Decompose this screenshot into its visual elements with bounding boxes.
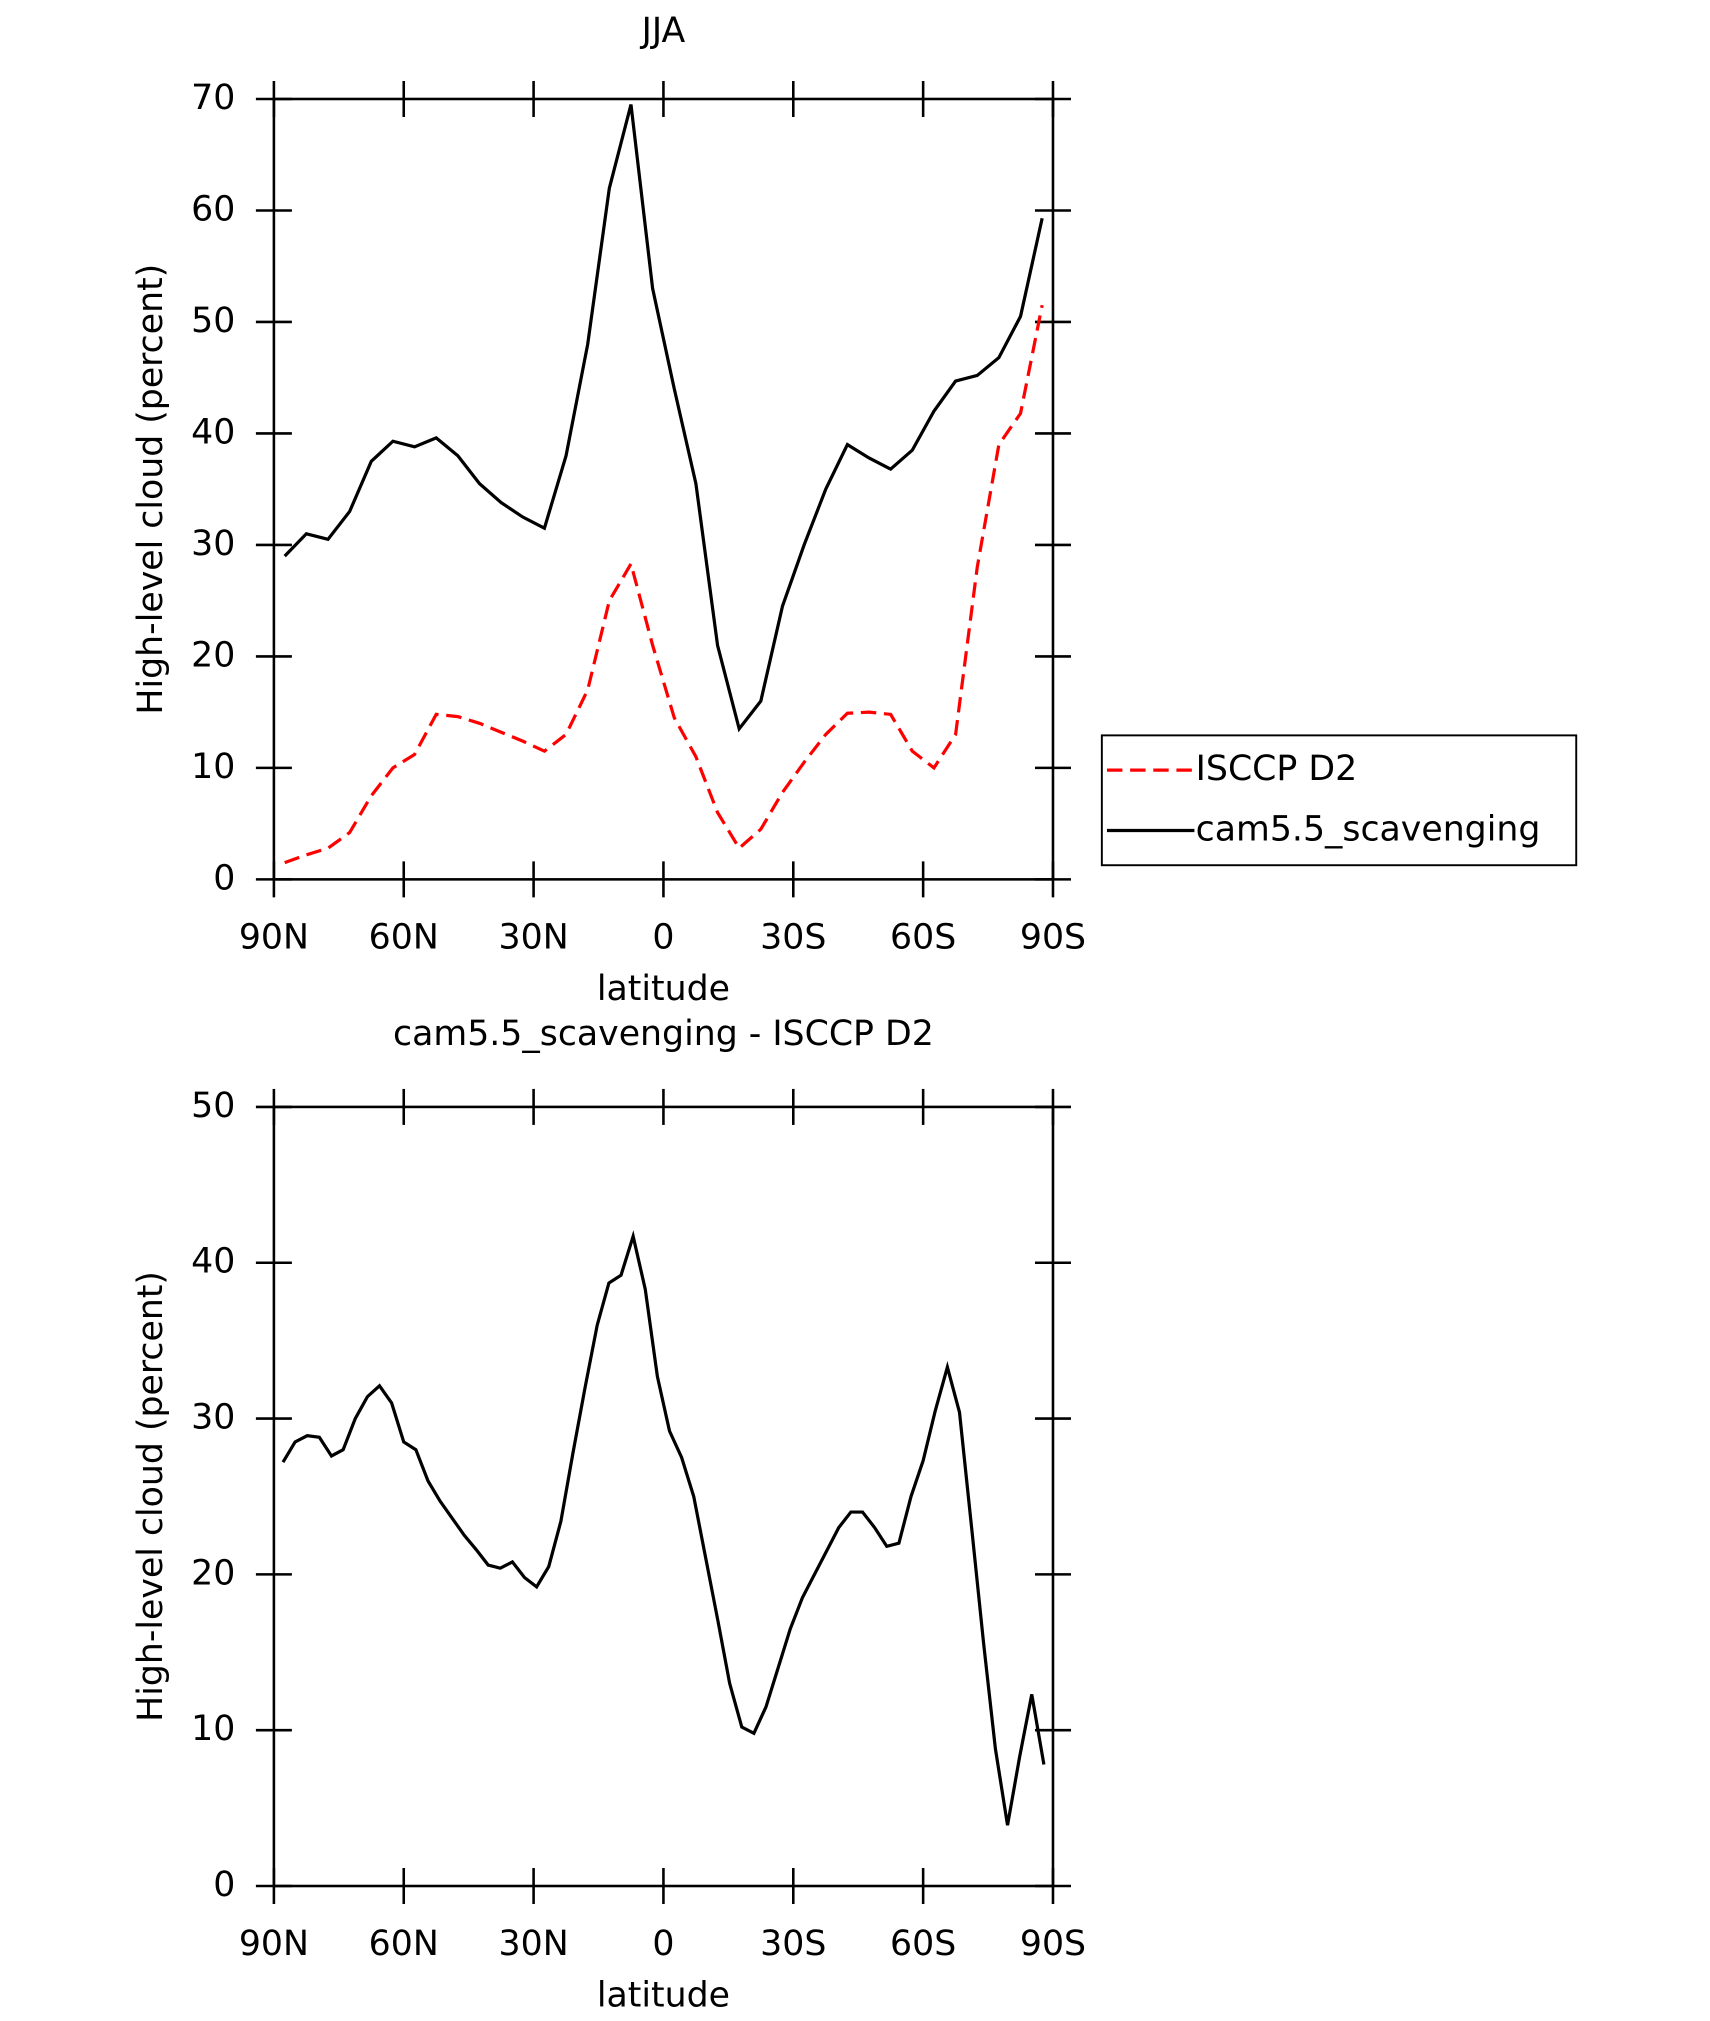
- x-tick-label: 30N: [499, 918, 569, 958]
- y-tick-label: 0: [213, 858, 235, 898]
- legend-label: ISCCP D2: [1196, 749, 1358, 789]
- x-axis-label: latitude: [597, 969, 730, 1009]
- legend-box: [1100, 734, 1578, 867]
- y-tick-label: 20: [191, 635, 235, 675]
- y-tick-label: 10: [191, 747, 235, 787]
- y-tick-label: 30: [191, 524, 235, 564]
- data-line: [283, 104, 1044, 733]
- plot-frame: [272, 1105, 1055, 1888]
- y-tick-label: 60: [191, 189, 235, 229]
- y-tick-label: 20: [191, 1553, 235, 1593]
- y-tick-label: 10: [191, 1709, 235, 1749]
- data-line: [281, 1230, 1046, 1826]
- x-tick-label: 0: [652, 1924, 674, 1964]
- x-tick-label: 90S: [1020, 918, 1086, 958]
- x-tick-label: 30N: [499, 1924, 569, 1964]
- y-tick-label: 70: [191, 78, 235, 118]
- x-tick-label: 60S: [890, 918, 956, 958]
- y-tick-label: 40: [191, 1242, 235, 1282]
- y-tick-label: 40: [191, 412, 235, 452]
- y-tick-label: 30: [191, 1398, 235, 1438]
- y-tick-label: 0: [213, 1865, 235, 1905]
- legend-label: cam5.5_scavenging: [1196, 810, 1541, 850]
- x-tick-label: 0: [652, 918, 674, 958]
- x-tick-label: 90N: [239, 918, 309, 958]
- y-axis-label: High-level cloud (percent): [131, 264, 171, 715]
- x-tick-label: 60N: [369, 1924, 439, 1964]
- x-tick-label: 30S: [760, 918, 826, 958]
- x-tick-label: 30S: [760, 1924, 826, 1964]
- x-tick-label: 90S: [1020, 1924, 1086, 1964]
- chart-title: cam5.5_scavenging - ISCCP D2: [393, 1014, 934, 1054]
- data-line: [284, 304, 1044, 865]
- y-tick-label: 50: [191, 1086, 235, 1126]
- x-axis-label: latitude: [597, 1976, 730, 2016]
- x-tick-label: 60N: [369, 918, 439, 958]
- chart-title: JJA: [640, 11, 686, 51]
- y-axis-label: High-level cloud (percent): [131, 1271, 171, 1722]
- x-tick-label: 90N: [239, 1924, 309, 1964]
- y-tick-label: 50: [191, 301, 235, 341]
- x-tick-label: 60S: [890, 1924, 956, 1964]
